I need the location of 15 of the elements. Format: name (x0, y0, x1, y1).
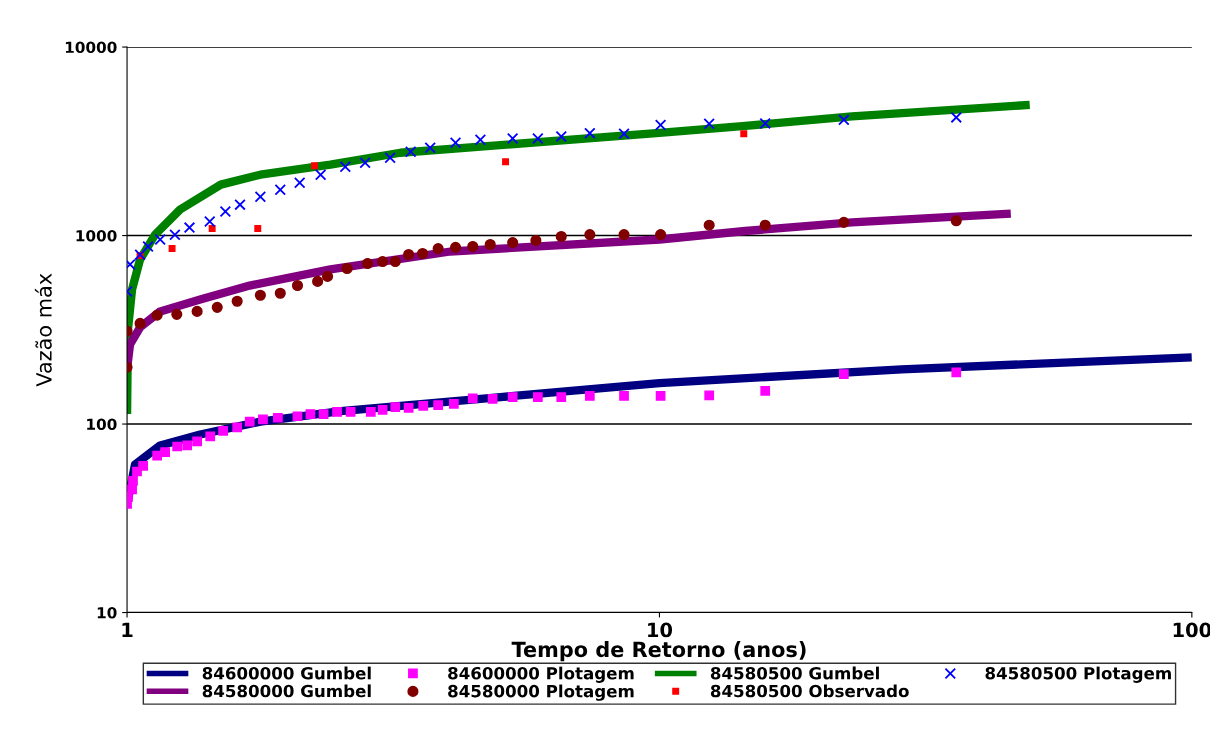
legend-label: 84580000 Gumbel (202, 684, 371, 698)
y-tick-label: 1000 (76, 230, 117, 242)
legend-label: 84600000 Plotagem (448, 666, 634, 683)
legend-label: 84580000 Plotagem (448, 684, 634, 701)
x-axis-title: Tempo de Retorno (anos) (511, 641, 806, 662)
y-tick-label: 10 (97, 607, 117, 619)
legend-label: 84580500 Plotagem (985, 666, 1171, 683)
x-tick-label: 10 (648, 622, 673, 638)
legend-label: 84580500 Gumbel (710, 666, 879, 680)
y-tick-label: 100 (87, 418, 117, 431)
y-axis-title: Vazão máx (34, 273, 52, 387)
y-tick-label: 10000 (65, 41, 117, 54)
legend-label: 84580500 Observado (710, 684, 909, 698)
legend-label: 84600000 Gumbel (202, 666, 371, 680)
x-tick-label: 1 (122, 622, 133, 638)
